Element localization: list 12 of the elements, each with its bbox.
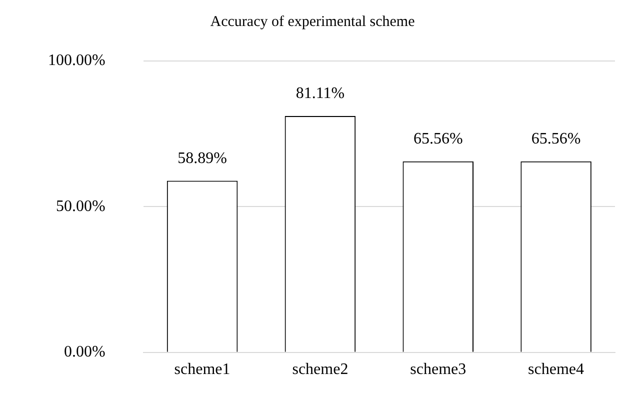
x-tick-label: scheme2 (292, 361, 348, 378)
y-tick-label: 50.00% (56, 198, 106, 215)
data-label: 58.89% (178, 150, 227, 167)
y-tick-label: 0.00% (64, 344, 106, 361)
y-tick-label: 100.00% (48, 52, 106, 70)
chart-title: Accuracy of experimental scheme (210, 14, 416, 30)
data-label: 65.56% (531, 130, 581, 148)
data-label: 65.56% (413, 130, 463, 148)
x-tick-label: scheme4 (528, 361, 584, 378)
data-label: 81.11% (296, 85, 345, 102)
x-tick-label: scheme1 (174, 361, 230, 378)
x-tick-label: scheme3 (410, 361, 466, 378)
